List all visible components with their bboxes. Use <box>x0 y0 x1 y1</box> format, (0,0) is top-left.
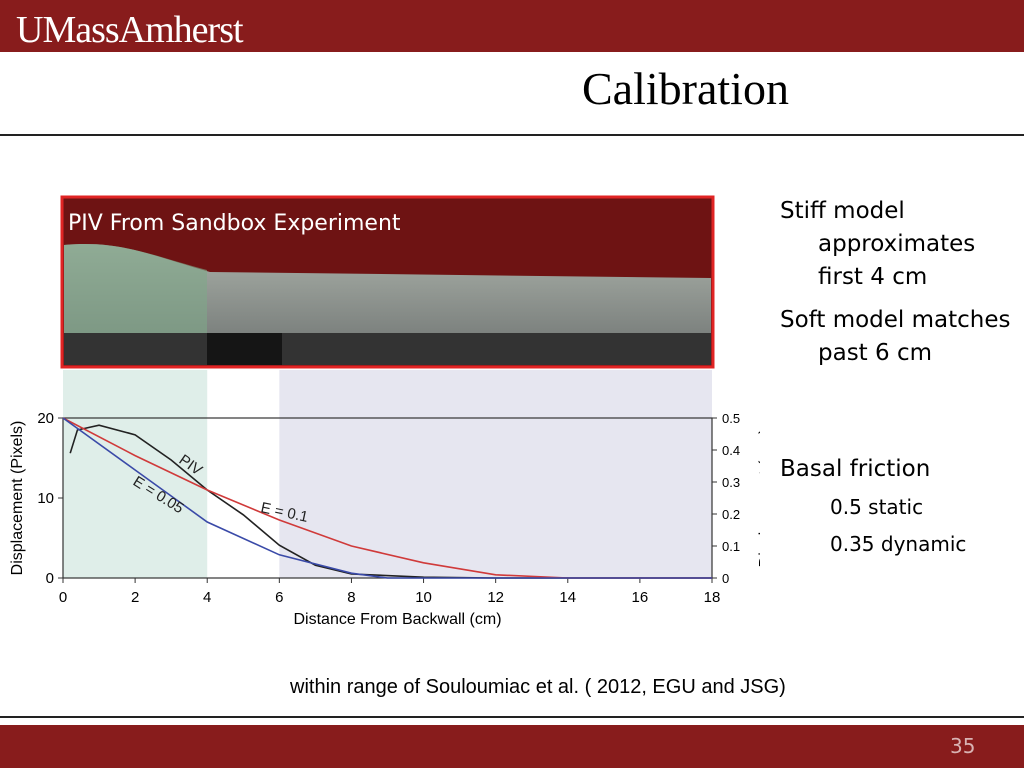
divider <box>0 134 1024 136</box>
y2-tick-label: 0.4 <box>722 443 740 458</box>
x-axis-label: Distance From Backwall (cm) <box>293 611 501 628</box>
shaded-range <box>63 370 208 578</box>
y-tick-label: 10 <box>37 490 54 507</box>
y-tick-label: 0 <box>46 570 54 587</box>
photo: PIV From Sandbox Experiment <box>60 195 715 369</box>
y2-axis-label: Displacement (mm) <box>757 429 760 568</box>
bullet: Stiff model approximates first 4 cm <box>780 198 976 290</box>
x-tick-label: 0 <box>59 589 67 606</box>
page-number: 35 <box>950 734 976 758</box>
y2-tick-label: 0 <box>722 571 729 586</box>
figure: PIV From Sandbox Experiment 0 2 4 6 8 10 12 14 1… <box>9 195 760 628</box>
x-tick-label: 14 <box>559 589 576 606</box>
y2-tick-label: 0.5 <box>722 411 740 426</box>
x-tick-label: 8 <box>347 589 355 606</box>
x-tick-label: 2 <box>131 589 139 606</box>
bullet: Soft model matches past 6 cm <box>780 307 1011 366</box>
header-band <box>0 0 1024 52</box>
y-tick-label: 20 <box>37 410 54 427</box>
sub-bullet: 0.5 static <box>830 495 924 519</box>
citation: within range of Souloumiac et al. ( 2012… <box>290 676 786 698</box>
bullet: Basal friction <box>780 456 931 482</box>
shaded-range <box>279 370 712 578</box>
x-tick-label: 4 <box>203 589 211 606</box>
x-tick-label: 6 <box>275 589 283 606</box>
slide-title: Calibration <box>582 63 789 114</box>
photo-title: PIV From Sandbox Experiment <box>68 211 401 236</box>
x-tick-label: 18 <box>704 589 721 606</box>
y2-tick-label: 0.3 <box>722 475 740 490</box>
footer-line <box>0 716 1024 718</box>
x-tick-label: 12 <box>487 589 504 606</box>
logo: UMassAmherst <box>16 9 244 51</box>
sub-bullet: 0.35 dynamic <box>830 532 967 556</box>
x-tick-label: 10 <box>415 589 432 606</box>
y2-tick-label: 0.2 <box>722 507 740 522</box>
series-line <box>62 417 712 579</box>
footer-band <box>0 725 1024 768</box>
x-tick-label: 16 <box>632 589 649 606</box>
y2-tick-label: 0.1 <box>722 539 740 554</box>
y-axis-label: Displacement (Pixels) <box>9 421 26 576</box>
